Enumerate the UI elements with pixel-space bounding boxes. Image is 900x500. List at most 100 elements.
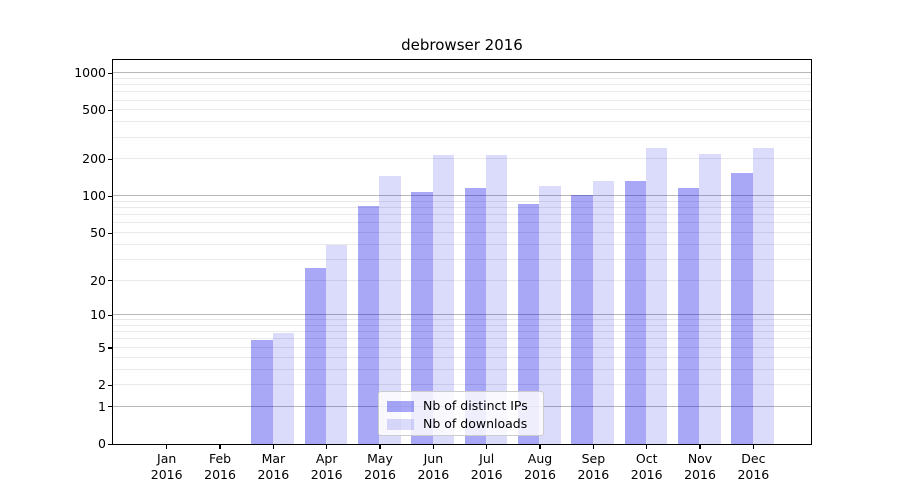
legend-row: Nb of distinct IPs xyxy=(379,397,543,415)
legend-swatch-downloads xyxy=(387,418,414,430)
bar-downloads-mar xyxy=(272,333,295,444)
minor-gridline xyxy=(113,91,811,93)
x-tick-mark xyxy=(699,445,701,449)
y-tick-label: 20 xyxy=(90,272,106,288)
major-gridline xyxy=(113,72,811,74)
y-tick-mark xyxy=(108,314,112,317)
x-tick-mark xyxy=(486,445,488,449)
x-tick-mark xyxy=(432,445,434,449)
minor-gridline xyxy=(113,200,811,202)
y-tick-mark xyxy=(108,232,112,234)
x-tick-label: Nov 2016 xyxy=(684,451,716,482)
x-tick-label: Mar 2016 xyxy=(257,451,290,482)
x-tick-label: Sep 2016 xyxy=(577,451,610,482)
y-tick-mark xyxy=(108,384,112,386)
x-tick-label: Feb 2016 xyxy=(204,451,236,482)
bar-distinct-ips-may xyxy=(358,205,380,444)
minor-gridline xyxy=(113,279,811,281)
bar-distinct-ips-mar xyxy=(251,340,273,444)
minor-gridline xyxy=(113,84,811,86)
x-tick-label: May 2016 xyxy=(364,451,396,482)
y-tick-mark xyxy=(108,406,112,408)
x-tick-label: Oct 2016 xyxy=(630,451,663,482)
bar-downloads-dec xyxy=(752,147,775,444)
major-gridline xyxy=(113,195,811,197)
bar-distinct-ips-jun xyxy=(411,191,433,444)
x-tick-mark xyxy=(539,445,541,449)
y-tick-mark xyxy=(108,72,112,74)
minor-gridline xyxy=(113,158,811,160)
minor-gridline xyxy=(113,99,811,101)
bar-distinct-ips-oct xyxy=(624,181,647,444)
legend-label-distinct-ips: Nb of distinct IPs xyxy=(423,398,528,413)
x-tick-label: Dec 2016 xyxy=(737,451,770,482)
minor-gridline xyxy=(113,109,811,111)
y-tick-label: 1000 xyxy=(74,65,106,81)
bar-downloads-apr xyxy=(326,245,348,444)
chart-title: debrowser 2016 xyxy=(401,36,523,54)
bar-distinct-ips-dec xyxy=(731,172,753,444)
x-tick-mark xyxy=(592,445,594,449)
bar-downloads-nov xyxy=(699,154,721,444)
x-tick-label: Jan 2016 xyxy=(150,451,183,482)
bar-downloads-jun xyxy=(432,154,455,444)
major-gridline xyxy=(113,314,811,316)
minor-gridline xyxy=(113,243,811,245)
y-tick-mark xyxy=(108,158,112,161)
x-tick-mark xyxy=(166,445,168,449)
x-tick-label: Jun 2016 xyxy=(417,451,450,482)
minor-gridline xyxy=(113,346,811,348)
x-tick-mark xyxy=(219,445,221,449)
y-tick-label: 50 xyxy=(90,225,106,241)
y-tick-label: 200 xyxy=(82,151,106,167)
y-tick-mark xyxy=(108,347,112,349)
x-tick-label: Aug 2016 xyxy=(524,451,556,482)
x-tick-mark xyxy=(646,445,648,449)
minor-gridline xyxy=(113,338,811,340)
minor-gridline xyxy=(113,136,811,138)
minor-gridline xyxy=(113,231,811,233)
bar-downloads-aug xyxy=(539,185,561,444)
minor-gridline xyxy=(113,258,811,260)
x-tick-mark xyxy=(379,445,381,449)
minor-gridline xyxy=(113,77,811,79)
bar-downloads-sep xyxy=(592,180,615,444)
bar-downloads-may xyxy=(379,176,401,444)
legend-row: Nb of downloads xyxy=(379,415,543,433)
y-tick-label: 5 xyxy=(98,339,106,355)
minor-gridline xyxy=(113,356,811,358)
y-tick-label: 500 xyxy=(82,102,106,118)
legend-label-downloads: Nb of downloads xyxy=(423,416,528,431)
minor-gridline xyxy=(113,214,811,216)
minor-gridline xyxy=(113,207,811,209)
x-tick-label: Jul 2016 xyxy=(470,451,503,482)
y-tick-mark xyxy=(108,280,112,282)
minor-gridline xyxy=(113,222,811,224)
bar-distinct-ips-jul xyxy=(464,188,487,444)
y-tick-label: 2 xyxy=(98,377,106,393)
y-tick-label: 1 xyxy=(98,398,106,414)
bar-distinct-ips-aug xyxy=(518,203,540,444)
bar-distinct-ips-nov xyxy=(678,187,700,444)
minor-gridline xyxy=(113,368,811,370)
minor-gridline xyxy=(113,331,811,333)
y-tick-label: 100 xyxy=(82,188,106,204)
minor-gridline xyxy=(113,383,811,385)
legend-swatch-distinct-ips xyxy=(387,400,414,412)
y-tick-mark xyxy=(108,109,112,112)
y-tick-label: 10 xyxy=(90,307,106,323)
x-tick-mark xyxy=(272,445,274,449)
minor-gridline xyxy=(113,325,811,326)
y-tick-mark xyxy=(108,195,112,198)
x-tick-label: Apr 2016 xyxy=(310,451,343,482)
y-tick-mark xyxy=(108,443,112,445)
plot-area xyxy=(112,59,812,445)
bar-distinct-ips-apr xyxy=(304,267,327,444)
y-tick-label: 0 xyxy=(98,436,106,451)
bar-downloads-jul xyxy=(486,154,508,444)
bar-distinct-ips-sep xyxy=(571,194,593,444)
x-tick-mark xyxy=(752,445,754,449)
x-tick-mark xyxy=(326,445,328,449)
legend: Nb of distinct IPs Nb of downloads xyxy=(378,391,544,436)
